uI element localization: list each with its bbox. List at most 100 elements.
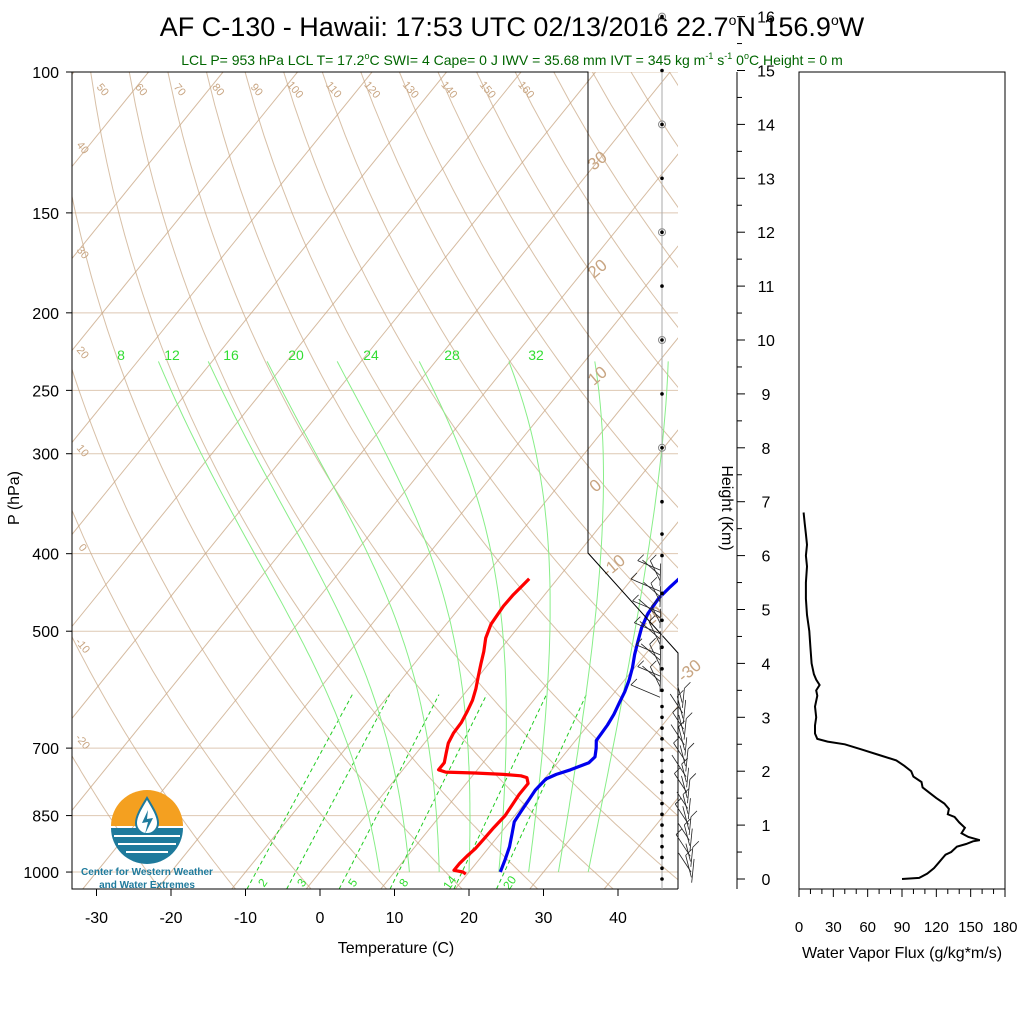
mixing-ratio-label: 28 [444,347,460,363]
moist-adiabat-line [266,361,440,873]
wind-barb [642,559,661,576]
height-marker-ring [658,443,666,452]
height-tick-label: 1 [762,818,771,835]
wind-barb-flag [637,554,645,561]
moist-adiabat-line [157,361,381,873]
y-tick-label: 100 [32,65,59,82]
wind-barb [687,798,691,820]
wind-barb-flag [648,615,656,622]
wind-barb [643,582,661,597]
wind-barb [685,855,692,878]
height-tick-label: 2 [762,764,771,781]
wind-barb [659,669,662,692]
wind-barb [678,714,685,735]
isotherm-line [72,72,298,352]
wind-barb-flag [682,788,690,795]
mixing-ratio-label: 5 [345,876,360,890]
height-marker [660,790,664,795]
height-marker [660,715,664,720]
dry-adiabat-line [128,72,614,889]
wind-barb [630,684,661,698]
wind-barb [642,665,661,682]
x-axis-label: Temperature (C) [338,940,454,957]
wind-barb [683,718,687,740]
height-marker [660,688,664,693]
isotherm-label-right: -30 [674,656,705,686]
mixing-ratio-label: 8 [117,347,125,363]
dry-adiabat-line [206,72,678,817]
flux-x-tick-label: 60 [859,919,876,936]
isotherm-label-left: -20 [73,732,92,752]
wind-barb [676,696,684,719]
wind-barb-flag [632,594,639,602]
height-marker-ring [658,120,666,129]
dry-adiabat-line [72,635,236,889]
mixing-ratio-line [389,694,488,889]
logo-text-line1: Center for Western Weather [81,867,213,878]
flux-x-tick-label: 30 [825,919,842,936]
dewpoint-line [498,577,678,873]
height-marker [660,855,664,860]
moist-adiabat-line [336,361,471,873]
wind-barb-flag [637,660,645,667]
isotherm-line [72,72,447,536]
wind-barb-flag [689,773,697,780]
mixing-ratio-label: 16 [223,347,239,363]
mixing-ratio-line [338,694,440,889]
x-tick-label: 0 [316,910,325,927]
wind-barb-flag [674,797,682,805]
isotherm-line [305,429,678,889]
flux-frame [798,71,1006,890]
height-marker [660,591,664,596]
x-tick-label: -20 [159,910,182,927]
flux-x-tick-label: 0 [795,919,803,936]
isotherm-label-left: 20 [74,345,91,362]
profiles [437,577,678,876]
isotherm-line [72,72,224,260]
height-marker [660,726,664,730]
wind-barb [630,578,661,592]
height-tick-label: 12 [757,225,775,242]
height-tick-label: 15 [757,64,775,81]
height-tick-label: 7 [762,495,771,512]
wind-barb-flag [681,757,688,765]
isotherm-line [753,72,1024,889]
height-marker [660,499,664,504]
wind-barb [679,745,686,767]
isotherm-label-left: 10 [74,443,91,460]
wind-barb [659,586,662,608]
x-tick-label: -10 [234,910,257,927]
flux-x-tick-label: 120 [924,919,949,936]
height-marker [660,553,664,558]
wind-barb-flag [692,840,700,848]
wind-barb-flag [678,720,685,728]
skew-t-plot: 50 60 70 80 90 100 110 120 130 140 150 160403020100… [6,10,1024,957]
wind-barb-flag [630,572,638,580]
mixing-ratio-label: 20 [288,347,304,363]
height-tick-label: 6 [762,549,771,566]
height-axis-label: Height (Km) [718,465,735,550]
background-lines [72,72,1024,889]
mixing-ratio-label: 8 [396,876,411,890]
height-tick-label: 5 [762,603,771,620]
height-marker [660,877,664,881]
dry-adiabat-line [72,754,161,889]
wind-barb [659,563,662,586]
wind-barb [651,605,661,624]
moist-adiabat-line [418,361,507,873]
dry-adiabat-line [940,72,1024,889]
theta-label: 160 [515,79,536,101]
mixing-ratio-label: 24 [363,347,379,363]
wind-barb [681,775,688,799]
dry-adiabat-line [863,72,1024,889]
height-marker [660,769,664,773]
wind-barb-flag [635,638,643,645]
wind-barb-flag [685,712,693,719]
height-marker [660,704,664,709]
isotherm-label-left: 30 [74,245,91,262]
isotherm-line [82,153,678,889]
height-marker [660,14,664,19]
logo-text-line2: and Water Extremes [99,880,195,891]
height-tick-label: 13 [757,171,775,188]
wind-barb [682,699,687,724]
